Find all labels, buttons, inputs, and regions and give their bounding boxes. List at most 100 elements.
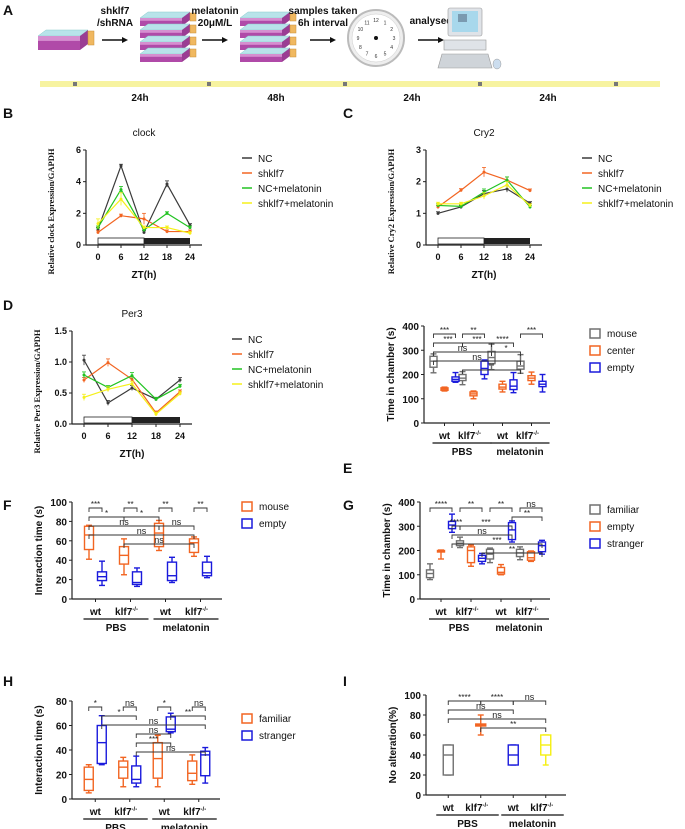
stacked-flask-icon <box>239 23 297 38</box>
x-tick-label: 6 <box>118 252 123 262</box>
timeline-marker <box>614 82 618 86</box>
superscript: -/- <box>202 607 208 613</box>
bracket-line <box>447 718 547 723</box>
stacked-flask-icon <box>139 47 197 62</box>
group-label: klf7-/- <box>456 607 479 618</box>
duration-label: 48h <box>267 93 284 104</box>
flask-body-light <box>140 30 182 33</box>
box-stranger-0 <box>96 715 107 766</box>
dark-phase-bar <box>144 238 190 244</box>
significance-label: **** <box>458 693 470 702</box>
flask-side <box>182 12 190 26</box>
box-empty-3 <box>526 550 536 563</box>
bracket-line <box>459 525 513 530</box>
step-label: samples taken <box>289 6 358 17</box>
significance-bracket: ** <box>170 708 206 720</box>
flask-body <box>140 42 182 50</box>
box-iqr <box>200 750 211 777</box>
flask-side <box>182 36 190 50</box>
significance-bracket: ** <box>459 500 483 512</box>
bracket-line <box>191 706 206 711</box>
significance-label: * <box>105 509 108 518</box>
flask-body-light <box>140 18 182 21</box>
data-point <box>96 222 100 226</box>
y-tick-label: 1.0 <box>54 357 67 367</box>
significance-bracket: ** <box>462 326 485 338</box>
treatment-label: melatonin <box>509 819 556 829</box>
group-label: klf7-/- <box>516 431 539 442</box>
legend-swatch <box>241 730 253 741</box>
significance-bracket: **** <box>429 500 453 512</box>
light-phase-bar <box>437 237 485 245</box>
flask-body <box>140 18 182 26</box>
box-empty-2 <box>166 556 178 584</box>
data-point <box>178 392 182 396</box>
box-familiar-0 <box>425 563 435 581</box>
significance-bracket: ** <box>481 545 543 557</box>
chart-title: Cry2 <box>473 128 495 139</box>
clock-number: 1 <box>384 20 387 26</box>
significance-bracket: ns <box>512 692 547 705</box>
data-point <box>178 384 182 388</box>
significance-label: *** <box>443 335 452 344</box>
data-point <box>82 358 86 362</box>
box-iqr <box>118 760 129 779</box>
significance-bracket: * <box>491 344 521 356</box>
significance-label: *** <box>91 500 100 509</box>
box-empty-0 <box>451 371 460 383</box>
legend-swatch <box>589 345 601 356</box>
box-iqr <box>507 521 517 541</box>
y-tick-label: 0.5 <box>54 388 67 398</box>
bracket-line <box>123 516 160 521</box>
bracket-line <box>123 507 138 512</box>
bracket-line <box>451 543 543 548</box>
y-tick-label: 20 <box>56 771 68 782</box>
x-tick-label: 12 <box>127 431 137 441</box>
significance-bracket: ** <box>480 720 547 732</box>
box-empty-1 <box>466 544 476 567</box>
y-tick-label: 100 <box>404 691 421 702</box>
data-point <box>130 382 134 386</box>
significance-label: ns <box>476 701 486 711</box>
panel-h-chart: 0 20 40 60 80 Interaction time (s) wt klf7-/- wt… <box>34 697 296 829</box>
data-point <box>188 226 192 230</box>
timeline-marker <box>207 82 211 86</box>
bracket-line <box>462 369 521 374</box>
box-center-3 <box>527 371 536 385</box>
treatment-label: PBS <box>105 823 126 829</box>
step-label: analysed <box>410 16 453 27</box>
significance-label: ns <box>477 526 487 536</box>
data-point <box>106 401 110 405</box>
significance-bracket: * <box>101 708 137 720</box>
significance-label: * <box>94 699 97 708</box>
y-tick-label: 40 <box>410 751 422 762</box>
group-label: klf7-/- <box>530 803 553 814</box>
superscript: -/- <box>201 807 207 813</box>
significance-bracket: **** <box>491 335 514 347</box>
clock-number: 6 <box>375 54 378 60</box>
group-label: wt <box>496 431 509 442</box>
box-iqr <box>526 551 536 561</box>
light-phase-bar <box>83 416 133 424</box>
bracket-line <box>158 525 195 530</box>
single-flask-icon <box>37 29 95 50</box>
y-tick-label: 40 <box>56 746 68 757</box>
legend-label: familiar <box>259 714 292 725</box>
box-empty-0 <box>436 549 446 560</box>
y-tick-label: 0.0 <box>54 419 67 429</box>
bracket-line <box>170 715 206 720</box>
y-tick-label: 0 <box>61 795 67 806</box>
significance-bracket: ** <box>489 500 513 512</box>
data-point <box>142 226 146 230</box>
legend-label: NC <box>248 335 262 346</box>
significance-label: *** <box>440 326 449 335</box>
panel-letter-c: C <box>343 105 353 121</box>
superscript: -/- <box>548 803 554 809</box>
box-iqr <box>96 724 107 765</box>
data-point <box>142 217 146 221</box>
stacked-flask-icon <box>239 11 297 26</box>
superscript: -/- <box>533 431 539 437</box>
legend-swatch <box>589 521 601 532</box>
flask-body-light <box>240 18 282 21</box>
